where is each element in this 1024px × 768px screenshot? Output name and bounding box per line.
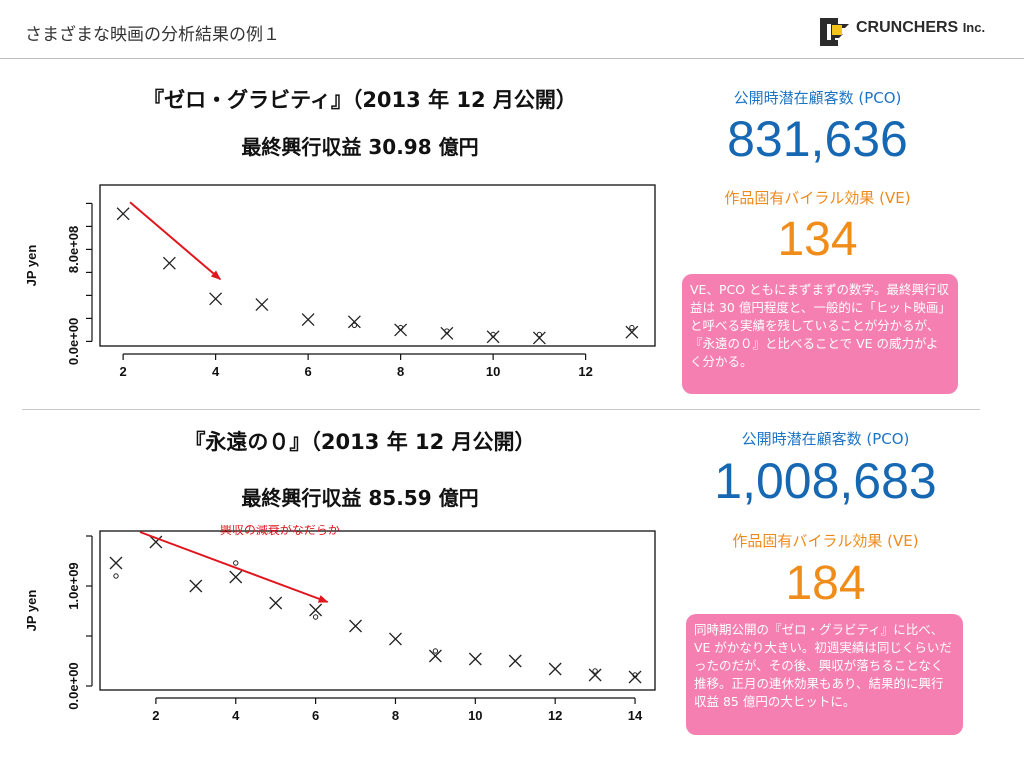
- note-eien: 同時期公開の『ゼロ・グラビティ』に比べ、VE がかなり大きい。初週実績は同じくら…: [686, 614, 963, 735]
- x-tick-label: 10: [468, 708, 482, 723]
- data-point-circle: [632, 672, 638, 678]
- ve-label-eien: 作品固有バイラル効果 (VE): [732, 532, 919, 550]
- data-point-circle: [629, 324, 635, 331]
- ve-label-gravity: 作品固有バイラル効果 (VE): [724, 189, 911, 207]
- x-tick-label: 6: [312, 708, 319, 723]
- section-divider: [22, 409, 980, 410]
- data-point-cross: [269, 596, 283, 610]
- data-point-cross: [189, 579, 203, 593]
- data-point-circle: [397, 324, 404, 331]
- y-axis-title: JP yen: [24, 245, 39, 287]
- data-point-circle: [312, 614, 319, 620]
- data-point-cross: [588, 668, 602, 682]
- chart-gravity: 0.0e+00 8.0e+08 JP yen 2 4 6 8 10 12: [18, 180, 668, 385]
- data-point-circle: [233, 560, 239, 566]
- data-point-cross: [428, 649, 442, 663]
- pco-value-eien: 1,008,683: [714, 453, 937, 509]
- data-point-circle: [444, 328, 450, 334]
- data-point-cross: [209, 292, 223, 306]
- data-point-cross: [468, 652, 482, 666]
- y-axis-title: JP yen: [24, 590, 39, 632]
- data-point-cross: [309, 603, 323, 617]
- data-point-cross: [347, 315, 361, 329]
- pco-label-eien: 公開時潜在顧客数 (PCO): [741, 430, 910, 448]
- chart-annotation: 興収の減衰がなだらか: [220, 525, 340, 537]
- chart-eien: 0.0e+00 1.0e+09 JP yen 2 4 6 8 10 12 14 興収の減衰がなだらか: [18, 525, 668, 740]
- data-point-cross: [508, 654, 522, 668]
- plot-frame: [99, 530, 656, 691]
- data-point-cross: [389, 632, 402, 646]
- x-tick-label: 4: [212, 364, 220, 379]
- y-tick-label: 1.0e+09: [66, 562, 81, 609]
- y-tick-label: 0.0e+00: [66, 662, 81, 709]
- x-tick-label: 4: [232, 708, 240, 723]
- header-divider: [0, 58, 1024, 59]
- data-point-cross: [116, 207, 130, 221]
- data-point-cross: [548, 662, 562, 676]
- data-point-cross: [229, 570, 243, 584]
- data-point-circle: [432, 648, 439, 654]
- movie-title-eien: 『永遠の０』（2013 年 12 月公開）: [184, 430, 536, 454]
- y-tick-label: 8.0e+08: [66, 226, 81, 273]
- chart-eien-svg: 0.0e+00 1.0e+09 JP yen 2 4 6 8 10 12 14 興収の減衰がなだらか: [24, 525, 656, 723]
- ve-value-gravity: 134: [777, 213, 858, 266]
- data-point-cross: [162, 256, 176, 270]
- x-tick-label: 2: [120, 364, 127, 379]
- x-tick-label: 8: [397, 364, 404, 379]
- data-point-cross: [349, 619, 362, 633]
- x-tick-label: 8: [392, 708, 399, 723]
- data-point-cross: [301, 313, 315, 327]
- trend-arrow: [139, 531, 329, 603]
- logo-mark-icon: [820, 18, 849, 46]
- data-point-cross: [625, 325, 639, 339]
- y-tick-label: 0.0e+00: [66, 318, 81, 365]
- x-tick-label: 10: [486, 364, 500, 379]
- x-tick-label: 6: [305, 364, 312, 379]
- chart-gravity-svg: 0.0e+00 8.0e+08 JP yen 2 4 6 8 10 12: [24, 184, 656, 379]
- x-tick-label: 12: [578, 364, 592, 379]
- logo-brand: CRUNCHERS: [856, 19, 959, 36]
- page-title: さまざまな映画の分析結果の例１: [25, 25, 280, 45]
- data-point-cross: [255, 298, 269, 312]
- movie-title-gravity: 『ゼロ・グラビティ』（2013 年 12 月公開）: [143, 88, 577, 112]
- x-tick-label: 14: [628, 708, 643, 723]
- plot-frame: [99, 184, 656, 347]
- revenue-gravity: 最終興行収益 30.98 億円: [241, 135, 479, 159]
- data-point-cross: [109, 556, 123, 570]
- data-point-circle: [490, 331, 496, 338]
- x-tick-label: 12: [548, 708, 562, 723]
- x-tick-label: 2: [152, 708, 159, 723]
- logo-suffix: Inc.: [962, 20, 986, 35]
- revenue-eien: 最終興行収益 85.59 億円: [241, 486, 479, 510]
- data-point-circle: [536, 331, 543, 338]
- data-point-cross: [149, 535, 163, 549]
- pco-value-gravity: 831,636: [727, 111, 908, 167]
- logo-text: CRUNCHERS Inc.: [856, 19, 985, 37]
- pco-label-gravity: 公開時潜在顧客数 (PCO): [733, 89, 902, 107]
- note-gravity: VE、PCO ともにまずまずの数字。最終興行収益は 30 億円程度と、一般的に「…: [682, 274, 958, 394]
- data-point-circle: [113, 573, 119, 579]
- data-point-circle: [351, 322, 358, 329]
- data-point-circle: [592, 668, 598, 674]
- ve-value-eien: 184: [785, 557, 866, 610]
- data-point-cross: [532, 331, 546, 345]
- company-logo: CRUNCHERS Inc.: [818, 14, 1008, 48]
- trend-arrow: [129, 201, 222, 281]
